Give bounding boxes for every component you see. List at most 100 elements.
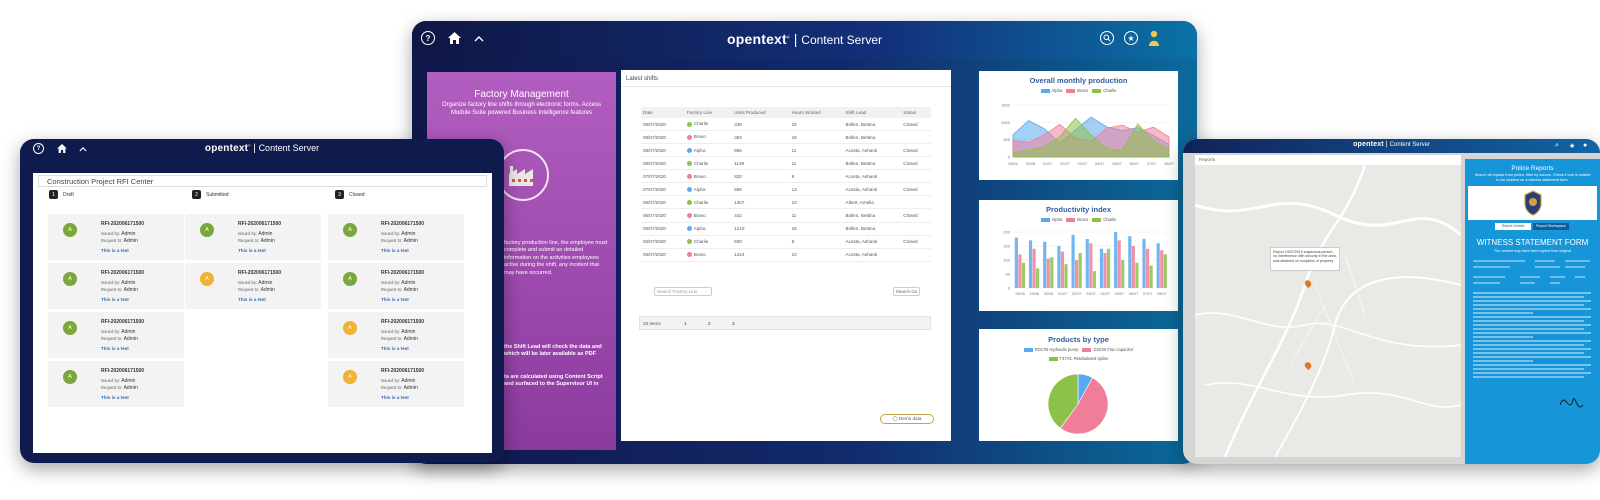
search-icon[interactable] — [1100, 31, 1114, 45]
map-view[interactable]: Report 24/07/2019 suspicious person, no … — [1195, 165, 1461, 457]
rfi-link[interactable]: This is a test — [381, 248, 409, 253]
issued-by: Issued by: Admin — [101, 329, 136, 335]
home-icon[interactable] — [447, 31, 461, 45]
table-cell: 06/07/2020 — [641, 222, 685, 236]
table-row[interactable]: 05/07/2020 Charlie 500 8 Acosta, Ashanti Clos… — [641, 235, 931, 249]
col-header[interactable]: Shift Lead — [843, 107, 902, 118]
page-2[interactable]: 2 — [708, 321, 711, 326]
table-cell: 07/07/2020 — [641, 169, 685, 184]
factory-title: Factory Management — [474, 89, 569, 100]
rfi-card[interactable]: A RFI-202006171500 Issued by: Admin Requ… — [48, 361, 184, 407]
table-row[interactable]: 08/07/2020 Charlie 339 15 Bollen, Bettina Clo… — [641, 118, 931, 132]
home-icon[interactable] — [56, 143, 67, 154]
products-pie-chart — [1047, 373, 1109, 435]
line-dot-icon — [686, 186, 692, 192]
search-icon[interactable]: ⌕ — [1555, 142, 1559, 149]
demo-data-button[interactable]: ◯ Demo data — [880, 414, 934, 424]
rfi-link[interactable]: This is a test — [381, 297, 409, 302]
table-cell: Charlie — [684, 195, 733, 210]
right-brand: opentext | Content Server — [1183, 141, 1600, 148]
rfi-card[interactable]: A RFI-202006171500 Issued by: Admin Requ… — [185, 214, 321, 260]
legend-alpha: Alpha — [1040, 217, 1062, 222]
pager: 33 Items 1 2 3 — [639, 316, 931, 330]
rfi-card[interactable]: A RFI-202006171500 Issued by: Admin Requ… — [185, 263, 321, 309]
col-header[interactable]: Units Produced — [732, 107, 790, 118]
bar-alpha — [1028, 240, 1033, 288]
left-topbar: ? opentext® | Content Server — [20, 139, 504, 159]
rfi-link[interactable]: This is a test — [101, 346, 129, 351]
rfi-card[interactable]: A RFI-202006171500 Issued by: Admin Requ… — [328, 312, 464, 358]
rfi-link[interactable]: This is a test — [381, 395, 409, 400]
table-cell: 442 — [732, 208, 790, 223]
page-3[interactable]: 3 — [732, 321, 735, 326]
user-icon[interactable] — [1148, 29, 1160, 47]
map-tab[interactable]: Reports — [1195, 155, 1461, 165]
table-cell: 11 — [789, 208, 844, 223]
chevron-up-icon[interactable] — [78, 144, 88, 154]
col-draft[interactable]: 1 Draft — [49, 190, 74, 199]
search-go-button[interactable]: Search Go — [893, 287, 920, 296]
table-row[interactable]: 08/07/2020 Bravo 393 18 Bollen, Bettina — [641, 130, 931, 145]
table-cell: Bollen, Bettina — [843, 118, 902, 132]
table-cell: 568 — [732, 182, 790, 197]
rfi-card[interactable]: A RFI-202006171500 Issued by: Admin Requ… — [48, 214, 184, 260]
bar-charlie — [1050, 257, 1054, 288]
page-1[interactable]: 1 — [684, 321, 687, 326]
col-header[interactable]: Hours Worked — [789, 107, 844, 118]
user-icon[interactable]: ● — [1583, 142, 1588, 149]
table-row[interactable]: 08/07/2020 Charlie 1139 11 Bollen, Bettina Cl… — [641, 156, 931, 171]
bar-alpha — [1057, 246, 1061, 288]
table-row[interactable]: 06/07/2020 Alpha 1210 16 Bollen, Bettina — [641, 222, 931, 236]
chevron-up-icon[interactable] — [473, 32, 485, 44]
factory-p3: ta are calculated using Content Script a… — [504, 374, 603, 388]
rfi-link[interactable]: This is a test — [101, 248, 129, 253]
items-count: 33 Items — [643, 321, 661, 326]
table-row[interactable]: 05/07/2020 Bravo 1424 10 Acosta, Ashanti — [641, 248, 931, 262]
bar-alpha — [1043, 241, 1047, 288]
table-row[interactable]: 06/07/2020 Bravo 442 11 Bollen, Bettina Close… — [641, 208, 931, 223]
favorites-icon[interactable]: ★ — [1124, 31, 1138, 45]
issued-by: Issued by: Admin — [238, 280, 273, 286]
bar-bravo — [1075, 260, 1079, 288]
table-cell — [901, 222, 931, 236]
table-cell: Bollen, Bettina — [843, 156, 902, 171]
x-tick-label: 02/07 — [1072, 292, 1082, 296]
col-header[interactable]: Factory Line — [684, 107, 733, 118]
table-cell: 9 — [789, 169, 844, 184]
monthly-legend: Alpha Bravo Charlie — [979, 88, 1178, 93]
rfi-link[interactable]: This is a test — [101, 297, 129, 302]
col-header[interactable]: Status — [901, 107, 931, 118]
table-row[interactable]: 06/07/2020 Charlie 1307 10 Albert, Amelia — [641, 195, 931, 210]
col-closed[interactable]: 3 Closed — [335, 190, 365, 199]
bar-bravo — [1018, 254, 1022, 288]
table-cell: Closed — [901, 235, 931, 249]
col-header[interactable]: Date — [641, 107, 685, 118]
brand-name: opentext — [726, 31, 787, 47]
help-icon[interactable]: ? — [33, 143, 44, 154]
rfi-card[interactable]: A RFI-202006171500 Issued by: Admin Requ… — [328, 263, 464, 309]
table-row[interactable]: 07/07/2020 Alpha 568 13 Acosta, Ashanti Close… — [641, 182, 931, 197]
factory-line-search[interactable]: Search Factory Line — [654, 287, 712, 296]
rfi-link[interactable]: This is a test — [238, 297, 266, 302]
table-cell: 16 — [789, 222, 844, 236]
help-icon[interactable]: ? — [421, 31, 435, 45]
table-row[interactable]: 07/07/2020 Bravo 820 9 Acosta, Ashanti — [641, 169, 931, 184]
rfi-card[interactable]: A RFI-202006171500 Issued by: Admin Requ… — [48, 312, 184, 358]
rfi-link[interactable]: This is a test — [381, 346, 409, 351]
bar-alpha — [1114, 232, 1118, 288]
brand-name: opentext — [1353, 141, 1384, 148]
request-to: Request to: Admin — [101, 336, 138, 342]
area-series-charlie — [1012, 117, 1170, 158]
rfi-link[interactable]: This is a test — [238, 248, 266, 253]
products-chart-panel: Products by type RD17B Hydraulic pump Z1… — [979, 329, 1178, 441]
col-submitted[interactable]: 2 Submitted — [192, 190, 229, 199]
rfi-card[interactable]: A RFI-202006171500 Issued by: Admin Requ… — [328, 214, 464, 260]
rfi-card[interactable]: A RFI-202006171500 Issued by: Admin Requ… — [328, 361, 464, 407]
report-workspace-button[interactable]: Report Workspace — [1533, 223, 1569, 230]
favorites-icon[interactable]: ★ — [1569, 143, 1576, 150]
rfi-card[interactable]: A RFI-202006171500 Issued by: Admin Requ… — [48, 263, 184, 309]
avatar: A — [343, 272, 357, 286]
report-details-button[interactable]: Report Details — [1495, 223, 1531, 230]
table-row[interactable]: 08/07/2020 Alpha 956 11 Acosta, Ashanti Close… — [641, 143, 931, 158]
rfi-link[interactable]: This is a test — [101, 395, 129, 400]
